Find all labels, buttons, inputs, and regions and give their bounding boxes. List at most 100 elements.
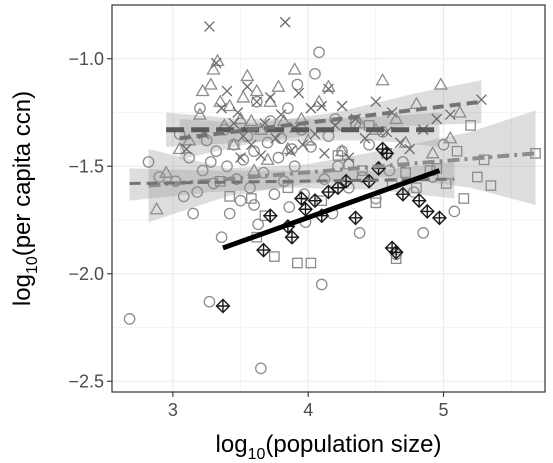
y-tick-label: −1.5 bbox=[68, 156, 104, 176]
circle-point bbox=[383, 164, 396, 177]
diamond-plus-point bbox=[262, 208, 278, 224]
x-point bbox=[431, 113, 443, 125]
square-point bbox=[400, 167, 411, 179]
circle-point bbox=[215, 231, 228, 244]
diamond-plus-point bbox=[411, 193, 427, 209]
square-point bbox=[472, 171, 483, 183]
diamond-plus-point bbox=[215, 298, 231, 314]
regression-line bbox=[129, 177, 455, 185]
x-point bbox=[241, 81, 253, 93]
square-point bbox=[356, 165, 368, 176]
circle-point bbox=[234, 194, 247, 207]
x-point bbox=[394, 137, 406, 148]
x-point bbox=[204, 21, 215, 32]
circle-point bbox=[248, 199, 260, 211]
diamond-plus-point bbox=[307, 193, 323, 209]
x-axis-ticks: 3 4 5 bbox=[168, 392, 449, 420]
x-point bbox=[245, 139, 257, 151]
triangle-point bbox=[195, 83, 210, 97]
y-tick-label: −1.0 bbox=[68, 49, 104, 69]
circle-point bbox=[417, 227, 430, 239]
triangle-point bbox=[287, 62, 302, 75]
square-point bbox=[370, 197, 382, 209]
triangle-point bbox=[334, 143, 350, 157]
triangle-point bbox=[301, 133, 316, 146]
square-point bbox=[246, 193, 257, 204]
circle-point bbox=[252, 218, 264, 231]
circle-point bbox=[194, 102, 206, 115]
diamond-plus-point bbox=[293, 191, 309, 206]
regression-line bbox=[148, 151, 536, 188]
x-tick-label: 4 bbox=[303, 400, 313, 420]
triangle-point bbox=[352, 115, 367, 129]
square-point bbox=[411, 182, 422, 194]
circle-point bbox=[254, 362, 267, 375]
plot-border bbox=[111, 4, 546, 393]
circle-point bbox=[123, 313, 136, 325]
triangle-point bbox=[149, 201, 164, 215]
diamond-plus-point bbox=[256, 242, 272, 258]
circle-point bbox=[204, 156, 217, 168]
circle-point bbox=[282, 102, 294, 115]
triangle-point bbox=[311, 94, 327, 107]
triangle-point bbox=[236, 90, 251, 103]
y-axis-title-base: log bbox=[9, 274, 36, 306]
triangle-point bbox=[271, 79, 286, 92]
y-axis-title-rest: (per capita ccn) bbox=[9, 91, 36, 256]
circle-point bbox=[203, 295, 216, 308]
triangle-point bbox=[443, 131, 458, 144]
x-point bbox=[297, 139, 309, 151]
x-point bbox=[235, 152, 246, 164]
y-axis-title-subscript: 10 bbox=[24, 256, 41, 274]
x-point bbox=[293, 87, 305, 99]
circle-point bbox=[221, 160, 233, 173]
circle-point bbox=[196, 164, 209, 177]
circle-point bbox=[210, 145, 223, 158]
triangle-point bbox=[182, 133, 197, 146]
circle-point bbox=[142, 156, 155, 168]
triangle-point bbox=[206, 62, 221, 75]
data-points bbox=[123, 16, 541, 375]
x-point bbox=[316, 100, 328, 112]
x-point bbox=[181, 143, 192, 155]
square-point bbox=[305, 257, 317, 269]
y-axis-title: log10(per capita ccn) bbox=[9, 91, 41, 306]
x-axis-title-rest: (population size) bbox=[265, 431, 441, 458]
circle-point bbox=[318, 173, 331, 185]
x-point bbox=[336, 100, 348, 112]
x-point bbox=[359, 132, 371, 144]
x-point bbox=[305, 102, 317, 114]
diamond-plus-point bbox=[379, 145, 395, 161]
triangle-point bbox=[203, 77, 218, 90]
confidence-band bbox=[148, 110, 536, 223]
diamond-plus-point bbox=[298, 201, 313, 217]
x-point bbox=[285, 145, 297, 157]
square-point bbox=[224, 191, 236, 202]
regression-line bbox=[222, 168, 441, 251]
x-point bbox=[216, 102, 228, 114]
circle-point bbox=[288, 160, 301, 173]
diamond-plus-point bbox=[388, 244, 404, 260]
circle-point bbox=[272, 151, 285, 164]
triangle-point bbox=[222, 98, 237, 112]
circle-point bbox=[283, 201, 296, 213]
circle-point bbox=[223, 207, 236, 220]
circle-point bbox=[313, 46, 325, 59]
x-point bbox=[264, 92, 276, 103]
circle-point bbox=[261, 136, 274, 149]
x-point bbox=[319, 147, 330, 159]
x-point bbox=[221, 85, 233, 97]
square-point bbox=[458, 193, 470, 204]
triangle-point bbox=[433, 77, 448, 90]
circle-point bbox=[187, 207, 200, 220]
x-point bbox=[255, 150, 267, 161]
x-point bbox=[444, 109, 456, 121]
triangle-point bbox=[398, 135, 413, 148]
circle-point bbox=[448, 205, 461, 218]
x-point bbox=[476, 94, 487, 105]
triangle-point bbox=[375, 72, 390, 86]
square-point bbox=[282, 182, 294, 194]
circle-point bbox=[291, 78, 304, 91]
diamond-plus-point bbox=[395, 186, 411, 202]
